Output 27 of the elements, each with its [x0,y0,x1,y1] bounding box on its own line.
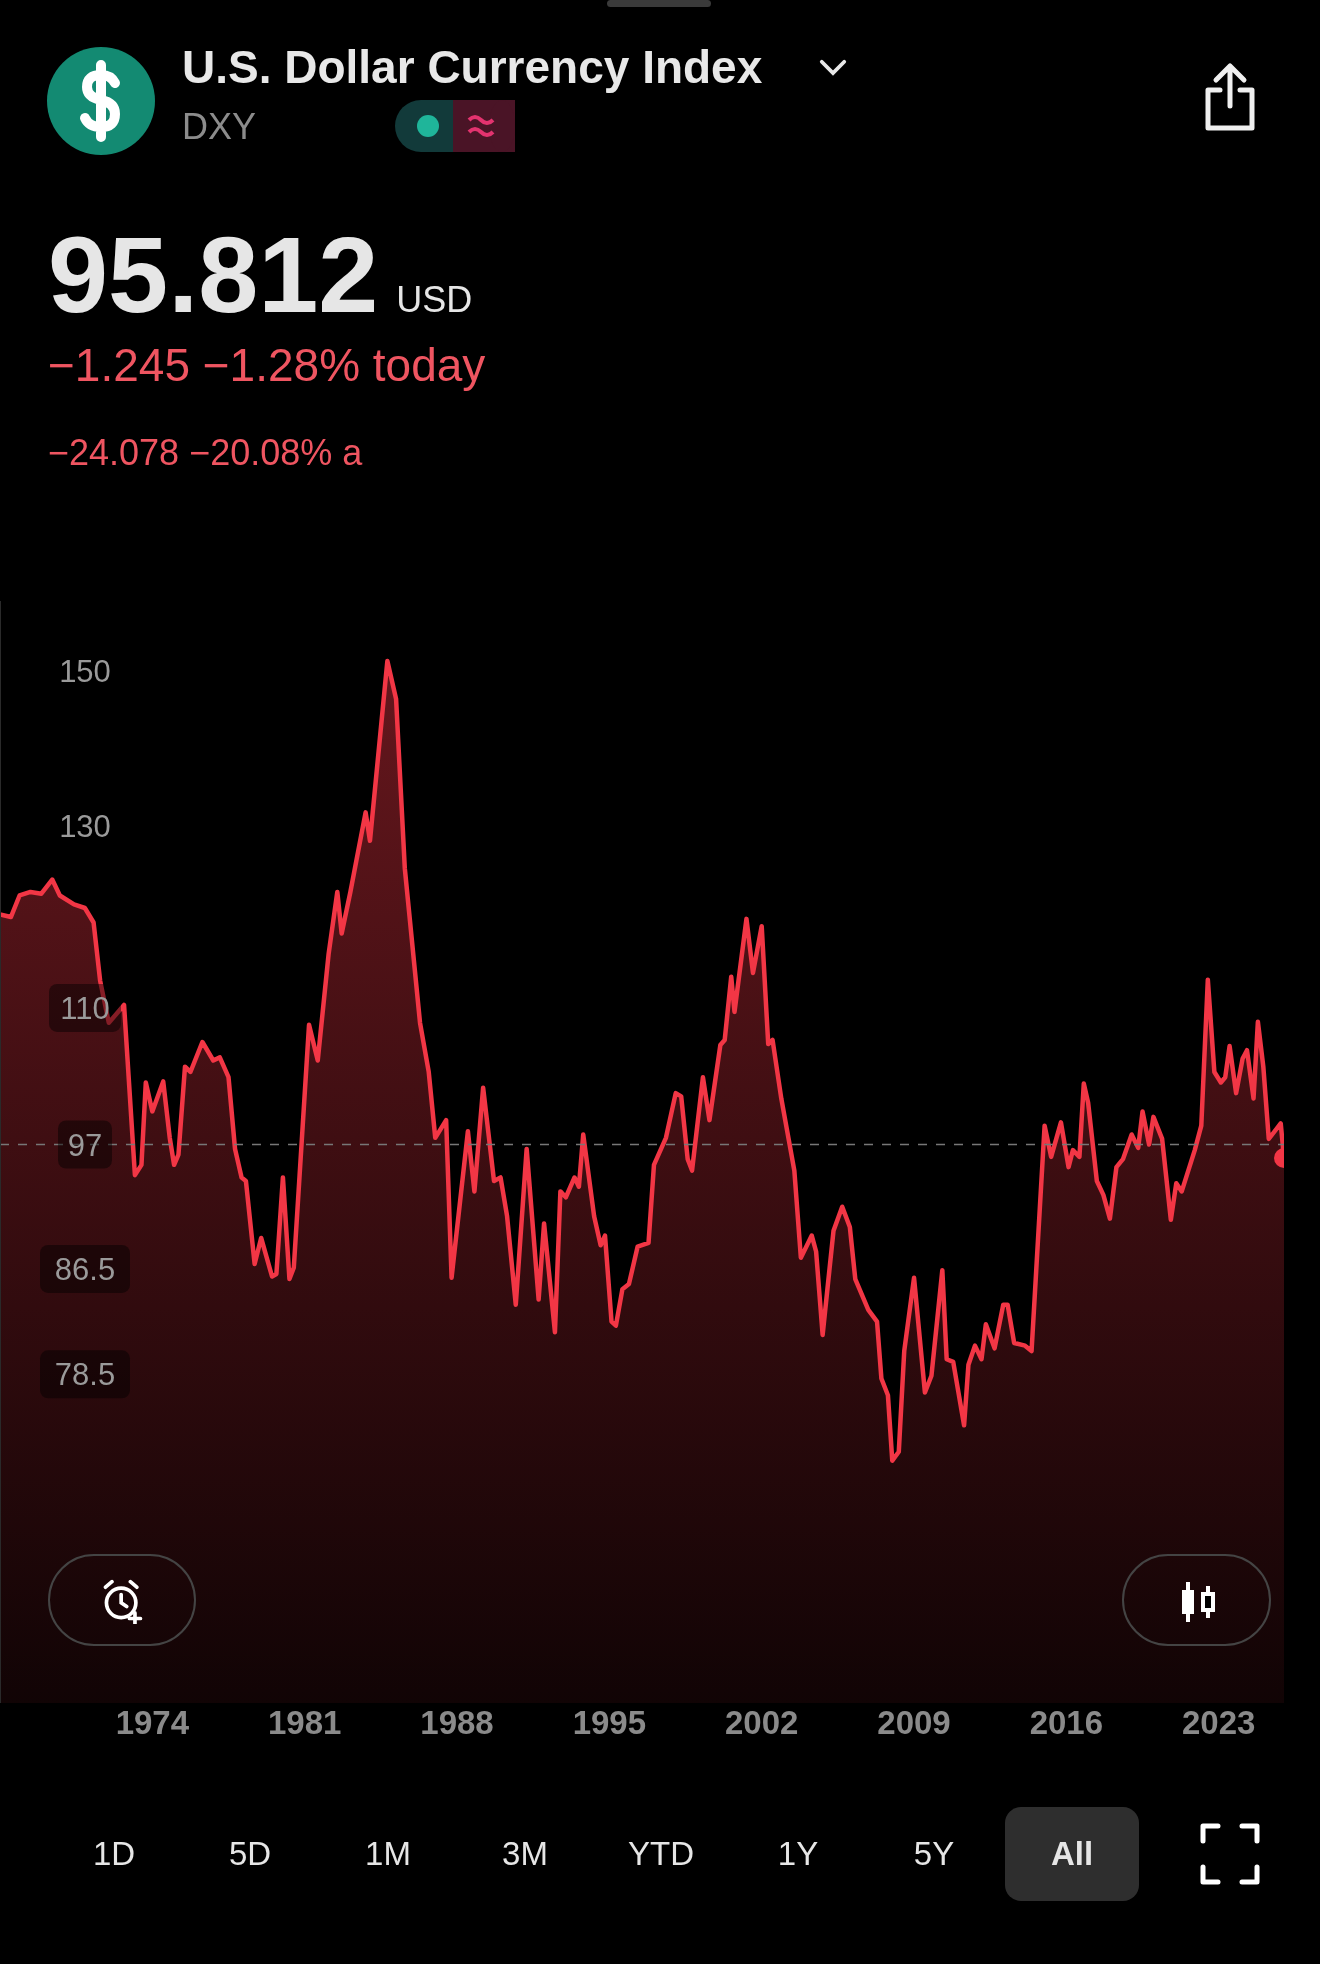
text: −1.245 −1.28% today [48,338,486,392]
y-tick-label: 86.5 [54,1251,116,1287]
text: 5D [227,1834,273,1874]
text: −24.078 −20.08% a [48,432,363,474]
chart-subtitle: DXY [182,106,257,148]
x-tick-label: 1974 [115,1704,190,1742]
text: 1M [364,1834,412,1874]
text: All [1005,1807,1139,1901]
text: 1D [91,1834,137,1874]
text: YTD [627,1834,695,1874]
x-tick-label: 2002 [724,1704,799,1742]
y-tick-label: 130 [59,809,111,845]
y-tick-label: 97 [67,1127,103,1163]
x-tick-label: 1995 [572,1704,647,1742]
text: USD [396,279,473,320]
y-tick-label: 78.5 [54,1357,116,1393]
x-tick-label: 2009 [877,1704,951,1742]
text: 5Y [912,1834,956,1874]
x-tick-label: 2023 [1182,1704,1256,1742]
x-tick-label: 2016 [1029,1704,1104,1742]
text: 1Y [776,1834,820,1874]
y-tick-label: 150 [59,654,111,690]
x-tick-label: 1988 [420,1704,494,1742]
text: 95.812 [48,214,379,335]
chart-title: U.S. Dollar Currency Index [182,40,763,94]
x-tick-label: 1981 [267,1704,342,1742]
text: 3M [501,1834,549,1874]
